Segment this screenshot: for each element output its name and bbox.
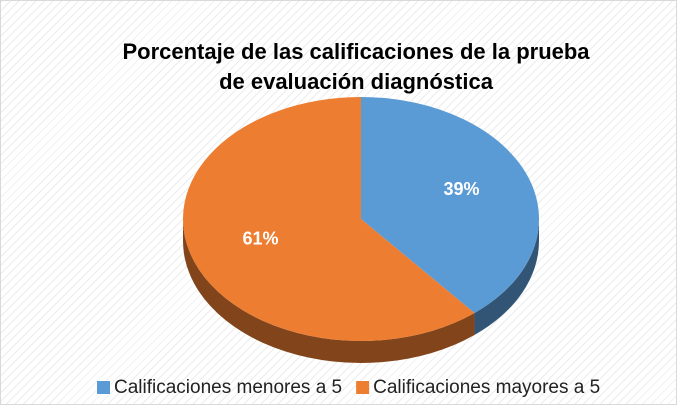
chart-title: Porcentaje de las calificaciones de la p… (122, 39, 590, 94)
legend-label: Calificaciones menores a 5 (114, 377, 342, 398)
data-label: 61% (242, 229, 278, 249)
legend-label: Calificaciones mayores a 5 (373, 377, 600, 398)
pie-slice (361, 97, 539, 314)
legend-swatch (97, 381, 110, 394)
legend-swatch (356, 381, 370, 394)
pie-slice (182, 97, 475, 342)
pie-side (183, 219, 475, 363)
pie-side (474, 219, 539, 336)
data-label: 39% (443, 179, 479, 199)
